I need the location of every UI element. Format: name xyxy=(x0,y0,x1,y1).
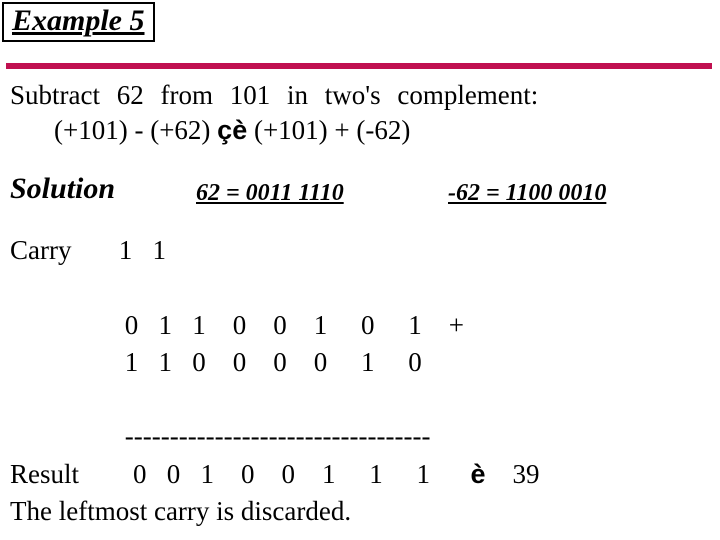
problem-line-1: Subtract 62 from 101 in two's complement… xyxy=(10,78,710,113)
operand-row-1: 0 1 1 0 0 1 0 1 + xyxy=(10,310,464,340)
dash-row: ---------------------------------- xyxy=(10,421,430,451)
conversion-positive: 62 = 0011 1110 xyxy=(196,180,344,207)
problem-line-2: (+101) - (+62) çè (+101) + (-62) xyxy=(10,113,710,148)
problem-line2-a: (+101) - (+62) xyxy=(54,115,217,145)
right-arrow-icon: è xyxy=(471,459,486,489)
problem-statement: Subtract 62 from 101 in two's complement… xyxy=(10,78,710,148)
calculation-block: Carry 1 1 0 1 1 0 0 1 0 1 + 1 1 0 0 0 0 … xyxy=(10,232,540,530)
double-arrow-icon: çè xyxy=(217,115,247,145)
solution-heading: Solution xyxy=(10,172,115,206)
conversion-negative: -62 = 1100 0010 xyxy=(448,180,606,207)
carry-row: Carry 1 1 xyxy=(10,235,166,265)
operand-row-2: 1 1 0 0 0 0 1 0 xyxy=(10,347,422,377)
result-decimal: 39 xyxy=(486,459,540,489)
example-label: Example 5 xyxy=(2,2,155,42)
result-bits: Result 0 0 1 0 0 1 1 1 xyxy=(10,459,471,489)
problem-line2-b: (+101) + (-62) xyxy=(247,115,410,145)
divider-bar xyxy=(6,63,712,69)
result-row: Result 0 0 1 0 0 1 1 1 è 39 xyxy=(10,459,540,489)
note-row: The leftmost carry is discarded. xyxy=(10,496,351,526)
